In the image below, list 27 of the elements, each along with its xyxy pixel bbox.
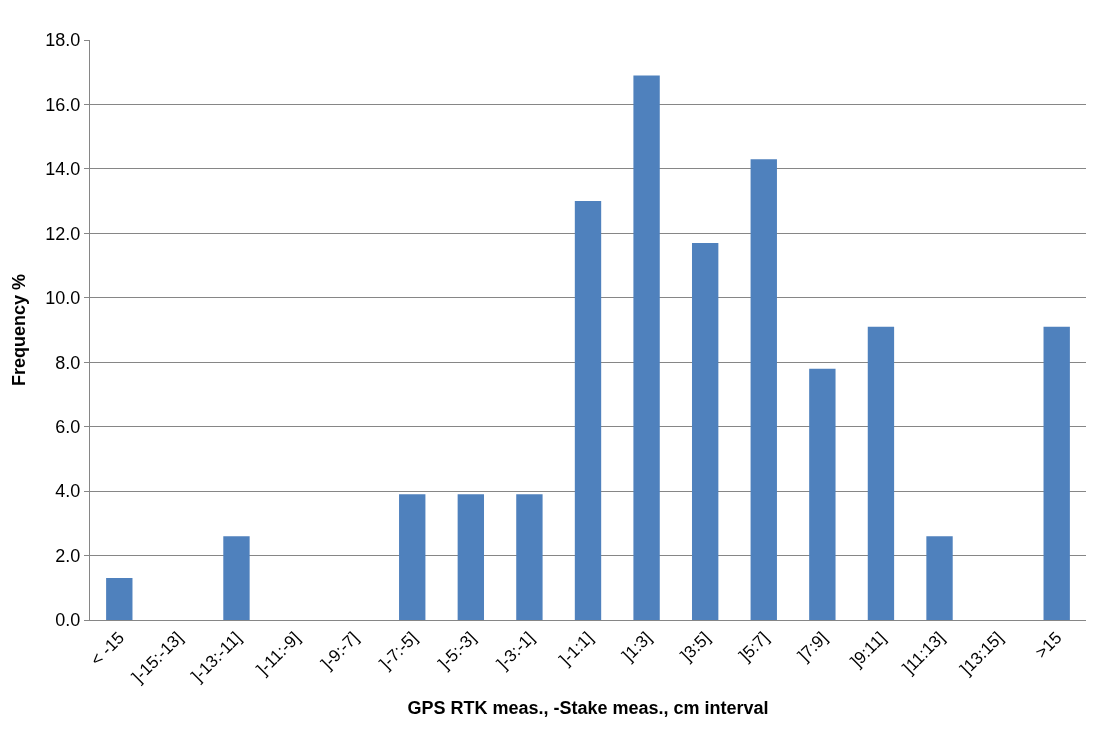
y-tick-label: 8.0 <box>55 352 81 373</box>
bar <box>574 201 602 620</box>
bar <box>516 494 543 620</box>
y-tick-label: 18.0 <box>45 30 81 51</box>
bar <box>1043 326 1070 620</box>
bar <box>867 326 895 620</box>
y-tick-label: 14.0 <box>45 159 81 180</box>
bar <box>223 536 250 620</box>
bar <box>691 243 719 620</box>
bar <box>106 578 133 620</box>
bar <box>750 159 777 620</box>
x-tick-label: >15 <box>1031 628 1066 663</box>
bar <box>457 494 485 620</box>
x-tick-label: < -15 <box>86 628 129 670</box>
bar <box>809 368 836 620</box>
y-tick-label: 6.0 <box>55 416 81 437</box>
y-tick-label: 12.0 <box>45 223 81 244</box>
y-tick-label: 10.0 <box>45 288 81 309</box>
y-tick-label: 2.0 <box>55 545 81 566</box>
bar <box>633 75 660 620</box>
bar <box>926 536 953 620</box>
bar <box>399 494 426 620</box>
x-axis-title: GPS RTK meas., -Stake meas., cm interval <box>407 697 769 718</box>
y-axis-title: Frequency % <box>8 273 29 387</box>
y-tick-label: 4.0 <box>55 481 81 502</box>
y-tick-label: 0.0 <box>55 610 81 631</box>
y-tick-label: 16.0 <box>45 94 81 115</box>
